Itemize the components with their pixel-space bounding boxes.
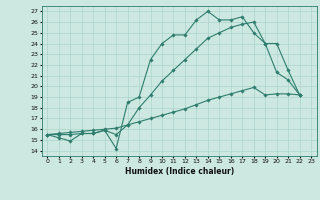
- X-axis label: Humidex (Indice chaleur): Humidex (Indice chaleur): [124, 167, 234, 176]
